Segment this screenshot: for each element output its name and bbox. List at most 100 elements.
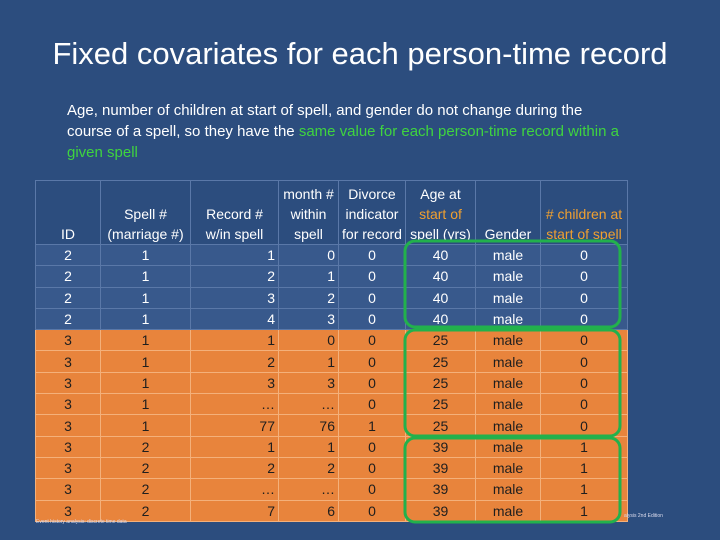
table-cell: …: [190, 393, 279, 416]
table-cell: 76: [278, 414, 339, 437]
header-line: # children at: [545, 206, 623, 222]
table-cell: 1: [540, 435, 628, 458]
table-cell: 40: [405, 307, 476, 331]
table-cell: 2: [35, 307, 101, 331]
table-cell: 0: [540, 350, 628, 373]
table-cell: male: [475, 329, 541, 352]
table-cell: 3: [35, 350, 101, 373]
table-cell: 0: [338, 499, 406, 522]
table-cell: 0: [540, 393, 628, 416]
table-cell: 39: [405, 435, 476, 458]
intro-text: Age, number of children at start of spel…: [67, 100, 627, 163]
table-cell: 2: [278, 456, 339, 480]
header-line: start of spell: [546, 226, 622, 242]
table-cell: male: [475, 371, 541, 395]
table-cell: 0: [278, 243, 339, 267]
header-line: indicator: [345, 206, 399, 222]
table-cell: male: [475, 478, 541, 501]
table-cell: 0: [338, 350, 406, 373]
table-row: 3 1 2 1 0 25 male 0: [35, 350, 628, 373]
table-cell: 1: [190, 435, 279, 458]
table-cell: 25: [405, 414, 476, 437]
table-cell: 2: [190, 265, 279, 288]
header-line: w/in spell: [205, 226, 264, 242]
table-cell: 2: [35, 265, 101, 288]
header-line: ID: [61, 226, 75, 242]
table-cell: 0: [278, 329, 339, 352]
table-cell: male: [475, 456, 541, 480]
header-line: Record #: [206, 206, 263, 222]
table-cell: 25: [405, 393, 476, 416]
table-row: 3 1 3 3 0 25 male 0: [35, 371, 628, 395]
table-cell: 1: [338, 414, 406, 437]
header-cell: month # within spell: [278, 180, 339, 245]
table-row: 2 1 1 0 0 40 male 0: [35, 243, 628, 267]
table-cell: male: [475, 414, 541, 437]
table-row: 3 1…… 0 25 male 0: [35, 393, 628, 416]
header-line: Divorce: [348, 186, 396, 202]
table-row: 2 1 3 2 0 40 male 0: [35, 286, 628, 309]
table-cell: 1: [278, 265, 339, 288]
header-cell: Gender: [475, 180, 541, 245]
table-cell: male: [475, 350, 541, 373]
table-cell: 6: [278, 499, 339, 522]
table-cell: 4: [190, 307, 279, 331]
header-line: within: [290, 206, 327, 222]
table-cell: 1: [190, 329, 279, 352]
footer-left: Event history analysis: discrete time da…: [36, 519, 127, 525]
header-line: spell: [294, 226, 323, 242]
header-line: (marriage #): [107, 226, 184, 242]
table-cell: male: [475, 243, 541, 267]
table-cell: 0: [540, 329, 628, 352]
table-cell: 1: [540, 478, 628, 501]
table-row: 3 1 1 0 0 25 male 0: [35, 329, 628, 352]
table-row: 2 1 4 3 0 40 male 0: [35, 307, 628, 331]
table-cell: male: [475, 499, 541, 522]
table-cell: 1: [100, 286, 191, 309]
table-cell: 1: [190, 243, 279, 267]
table-cell: male: [475, 286, 541, 309]
table-row: 3 1 77 76 1 25 male 0: [35, 414, 628, 437]
table-cell: 3: [35, 499, 101, 522]
table-cell: 3: [190, 286, 279, 309]
table-row: 3 2…… 0 39 male 1: [35, 478, 628, 501]
header-line: Spell #: [124, 206, 167, 222]
header-cell: ID: [35, 180, 101, 245]
header-line: Age at: [420, 186, 461, 202]
table-cell: 40: [405, 243, 476, 267]
header-cell: Age at start of spell (yrs): [405, 180, 476, 245]
table-cell: 3: [190, 371, 279, 395]
table-cell: 2: [190, 456, 279, 480]
footer-right: alysis 2nd Edition: [624, 513, 663, 519]
header-cell: # children at start of spell: [540, 180, 628, 245]
table-cell: 2: [100, 478, 191, 501]
table-cell: 1: [100, 243, 191, 267]
table-cell: 1: [100, 371, 191, 395]
table-cell: 0: [338, 286, 406, 309]
intro-highlight: same value for each person-time record w…: [67, 123, 619, 161]
table-cell: 0: [540, 307, 628, 331]
table-cell: 0: [338, 371, 406, 395]
table-cell: male: [475, 265, 541, 288]
table-cell: 1: [100, 393, 191, 416]
table-row: 2 1 2 1 0 40 male 0: [35, 265, 628, 288]
table-cell: 3: [35, 371, 101, 395]
table-cell: 3: [35, 414, 101, 437]
table-cell: 1: [100, 414, 191, 437]
table-cell: 2: [100, 435, 191, 458]
header-row: ID Spell # (marriage #) Record # w/in spell m…: [35, 180, 628, 245]
table-cell: 1: [100, 350, 191, 373]
table-cell: 0: [540, 414, 628, 437]
table-cell: …: [190, 478, 279, 501]
table-cell: …: [278, 478, 339, 501]
table-row: 3 2 1 1 0 39 male 1: [35, 435, 628, 458]
slide-title: Fixed covariates for each person-time re…: [52, 36, 668, 71]
table-cell: 3: [35, 435, 101, 458]
table-cell: 40: [405, 265, 476, 288]
record-table: ID Spell # (marriage #) Record # w/in spell m…: [35, 180, 628, 522]
table-cell: 2: [100, 456, 191, 480]
table-cell: 1: [278, 350, 339, 373]
table-cell: 0: [540, 371, 628, 395]
table-cell: 0: [338, 329, 406, 352]
